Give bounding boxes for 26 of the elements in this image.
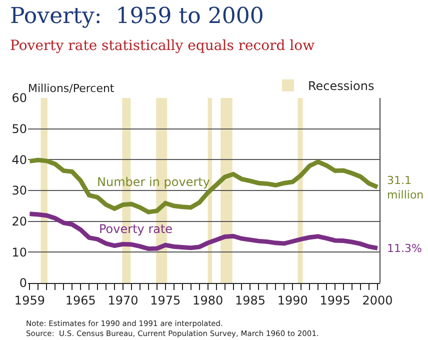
x-tick-label: 1985 — [234, 293, 266, 308]
line-series — [28, 158, 380, 214]
y-tick-label: 20 — [12, 214, 27, 229]
data-label: 31.1 million — [387, 174, 424, 202]
x-tick-label: 1995 — [320, 293, 350, 308]
y-tick-label: 10 — [12, 245, 27, 260]
x-tick-label: 1975 — [150, 293, 181, 308]
x-tick-label: 2000 — [362, 293, 393, 308]
x-tick-label: 1990 — [277, 293, 308, 308]
chart-subtitle: Poverty rate statistically equals record low — [10, 38, 315, 54]
x-tick-label: 1965 — [65, 293, 96, 308]
x-tick-label: 1959 — [14, 293, 45, 308]
y-tick-label: 50 — [12, 122, 27, 136]
series-label: Number in poverty — [97, 175, 210, 189]
data-label: 11.3% — [387, 242, 422, 255]
y-tick-label: 30 — [12, 184, 27, 198]
chart-title: Poverty: 1959 to 2000 — [10, 4, 264, 29]
series-label: Poverty rate — [99, 222, 173, 236]
line-series — [28, 212, 380, 252]
x-tick-label: 1980 — [192, 293, 224, 308]
x-tick-label: 1970 — [108, 293, 138, 308]
y-tick-label: 0 — [19, 276, 27, 290]
legend-label: Recessions — [308, 79, 374, 94]
y-tick-label: 40 — [12, 152, 27, 167]
y-tick-label: 60 — [12, 91, 27, 106]
y-axis-title: Millions/Percent — [28, 82, 115, 95]
